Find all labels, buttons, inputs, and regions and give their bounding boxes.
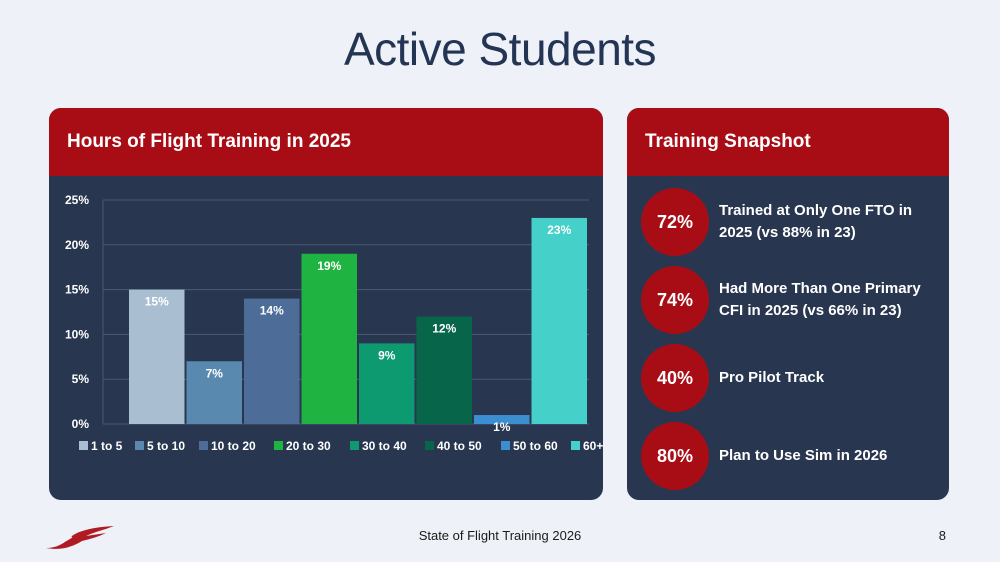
legend-swatch [425, 441, 434, 450]
legend-swatch [135, 441, 144, 450]
y-tick-label: 0% [72, 417, 90, 431]
data-label: 23% [547, 223, 571, 237]
data-label: 12% [432, 321, 456, 335]
snapshot-text: Plan to Use Sim in 2026 [719, 447, 888, 464]
snapshot-list: 72% Trained at Only One FTO in 2025 (vs … [627, 176, 949, 500]
red-wing-logo-icon [46, 526, 114, 549]
legend-swatch [274, 441, 283, 450]
legend-label: 50 to 60 [513, 439, 558, 453]
y-tick-label: 20% [65, 238, 89, 252]
hours-chart-card: Hours of Flight Training in 2025 0% 5% 10%… [49, 108, 603, 500]
legend-label: 60+ [583, 439, 603, 453]
legend-label: 30 to 40 [362, 439, 407, 453]
bar [474, 415, 530, 424]
snapshot-value: 40% [641, 344, 709, 412]
legend-label: 40 to 50 [437, 439, 482, 453]
legend-label: 5 to 10 [147, 439, 185, 453]
bar [186, 361, 242, 424]
data-label: 1% [493, 420, 511, 434]
legend-swatch [199, 441, 208, 450]
footer-text: State of Flight Training 2026 [418, 528, 582, 543]
chart-card-title: Hours of Flight Training in 2025 [49, 108, 603, 176]
snapshot-item: 72% Trained at Only One FTO in 2025 (vs … [641, 188, 941, 258]
data-label: 19% [317, 259, 341, 273]
training-snapshot-card: Training Snapshot 72% Trained at Only On… [627, 108, 949, 500]
bar [301, 253, 357, 424]
y-tick-label: 25% [65, 193, 89, 207]
snapshot-item: 80% Plan to Use Sim in 2026 [641, 422, 941, 492]
data-label: 15% [145, 295, 169, 309]
data-label: 9% [378, 348, 396, 362]
snapshot-text: Trained at Only One FTO in 2025 (vs 88% … [719, 202, 913, 241]
legend-swatch [79, 441, 88, 450]
snapshot-text: Had More Than One Primary CFI in 2025 (v… [719, 280, 921, 319]
snapshot-value: 74% [641, 266, 709, 334]
bar [244, 298, 300, 424]
snapshot-item: 74% Had More Than One Primary CFI in 202… [641, 266, 941, 336]
bar [359, 343, 415, 424]
legend-label: 1 to 5 [91, 439, 123, 453]
page-number: 8 [938, 528, 946, 543]
legend-swatch [571, 441, 580, 450]
legend-label: 20 to 30 [286, 439, 331, 453]
snapshot-item: 40% Pro Pilot Track [641, 344, 941, 414]
snapshot-value: 72% [641, 188, 709, 256]
bar [531, 217, 587, 424]
snapshot-card-title: Training Snapshot [627, 108, 949, 176]
legend-swatch [350, 441, 359, 450]
y-tick-label: 5% [72, 372, 90, 386]
data-label: 7% [206, 366, 224, 380]
y-tick-label: 15% [65, 283, 89, 297]
y-tick-label: 10% [65, 327, 89, 341]
data-label: 14% [260, 304, 284, 318]
snapshot-value: 80% [641, 422, 709, 490]
bar-chart: 0% 5% 10% 15% 20% 25% 15% 7% 14% 19% 9% 12% 1% 23% 1 t… [65, 193, 603, 453]
bar [129, 289, 185, 424]
page-title: Active Students [343, 23, 657, 75]
legend-label: 10 to 20 [211, 439, 256, 453]
bar [416, 316, 472, 424]
snapshot-text: Pro Pilot Track [719, 369, 825, 386]
legend-swatch [501, 441, 510, 450]
